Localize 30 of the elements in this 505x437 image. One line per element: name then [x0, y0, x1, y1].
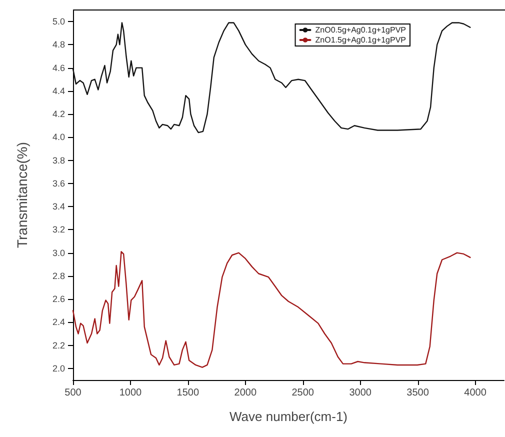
x-tick-label: 3500 [406, 388, 430, 398]
x-axis-title: Wave number(cm-1) [230, 409, 348, 424]
y-tick-label: 3.8 [52, 155, 65, 166]
y-tick-label: 5.0 [52, 16, 65, 27]
x-tick-label: 2000 [234, 388, 257, 398]
y-tick-label: 2.4 [52, 317, 65, 328]
x-tick-label: 4000 [464, 388, 487, 398]
y-tick-label: 4.0 [52, 132, 65, 142]
y-tick-label: 2.0 [52, 363, 65, 374]
x-tick-label: 2500 [292, 388, 314, 398]
legend-label: ZnO1.5g+Ag0.1g+1gPVP [315, 36, 406, 44]
y-tick-label: 2.8 [52, 270, 65, 281]
legend-label: ZnO0.5g+Ag0.1g+1gPVP [315, 26, 406, 34]
y-tick-label: 2.2 [52, 340, 65, 350]
y-tick-label: 4.4 [52, 86, 65, 96]
y-tick-label: 4.6 [52, 62, 65, 73]
y-tick-label: 4.2 [52, 109, 65, 120]
y-tick-label: 3.0 [52, 248, 65, 258]
y-tick-label: 2.6 [52, 294, 65, 304]
y-tick-label: 4.8 [52, 40, 65, 50]
line-series [72, 22, 471, 134]
y-axis-title: Transmitance(%) [14, 142, 30, 248]
y-tick-label: 3.2 [52, 224, 65, 235]
x-tick-label: 3000 [349, 388, 372, 398]
x-tick-label: 1000 [119, 388, 142, 398]
x-tick-label: 1500 [176, 388, 200, 398]
y-tick-label: 3.4 [52, 202, 65, 212]
x-tick-label: 500 [64, 388, 82, 398]
line-series [72, 251, 471, 368]
y-tick-label: 3.6 [52, 178, 65, 188]
